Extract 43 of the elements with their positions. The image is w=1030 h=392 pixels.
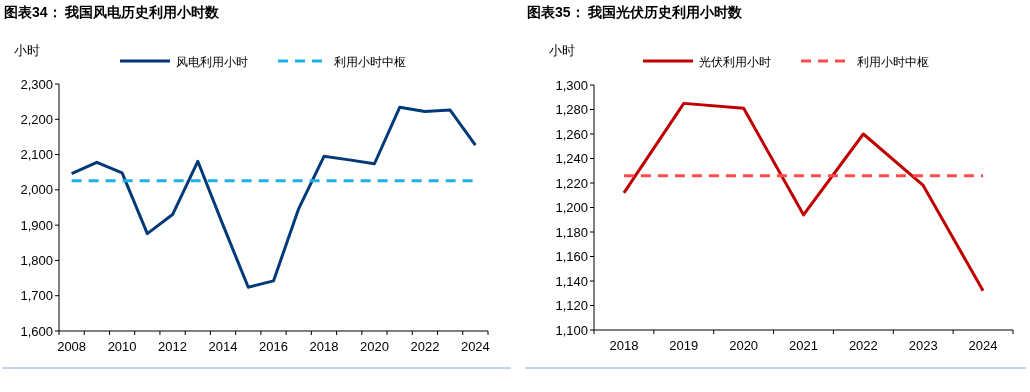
x-tick-label: 2020 xyxy=(359,339,389,354)
y-tick-label: 1,300 xyxy=(555,77,588,93)
x-tick-label: 2014 xyxy=(208,339,238,354)
x-tick-label: 2016 xyxy=(259,339,288,354)
chart-title: 图表35： 我国光伏历史利用小时数 xyxy=(527,4,744,20)
x-tick-label: 2018 xyxy=(609,338,639,353)
x-tick-label: 2023 xyxy=(908,338,938,353)
x-tick-label: 2019 xyxy=(669,338,699,353)
y-tick-label: 1,200 xyxy=(555,200,588,215)
legend-label: 利用小时中枢 xyxy=(857,54,929,69)
x-tick-label: 2018 xyxy=(309,339,339,354)
y-axis-title: 小时 xyxy=(14,43,40,58)
y-tick-label: 1,900 xyxy=(20,217,53,233)
x-tick-label: 2021 xyxy=(789,338,818,353)
x-tick-label: 2020 xyxy=(729,338,759,353)
y-tick-label: 1,240 xyxy=(555,151,588,166)
x-tick-label: 2012 xyxy=(158,339,188,354)
y-tick-label: 2,300 xyxy=(20,76,53,92)
y-tick-label: 1,700 xyxy=(20,288,53,304)
legend-label: 风电利用小时 xyxy=(176,54,248,69)
y-tick-label: 1,280 xyxy=(555,102,588,117)
y-tick-label: 1,600 xyxy=(20,323,53,339)
y-tick-label: 2,200 xyxy=(20,111,53,127)
y-tick-label: 1,220 xyxy=(555,175,588,191)
legend-label: 利用小时中枢 xyxy=(334,54,406,69)
y-tick-label: 1,120 xyxy=(555,298,588,313)
y-tick-label: 1,160 xyxy=(555,249,588,264)
y-axis-title: 小时 xyxy=(549,43,575,58)
legend-label: 光伏利用小时 xyxy=(699,54,771,69)
x-tick-label: 2024 xyxy=(460,339,490,354)
x-tick-label: 2008 xyxy=(57,339,87,354)
y-tick-label: 1,100 xyxy=(555,322,588,338)
x-tick-label: 2024 xyxy=(968,338,998,353)
y-tick-label: 1,800 xyxy=(20,252,53,268)
y-tick-label: 1,140 xyxy=(555,273,588,289)
chart-title: 图表34： 我国风电历史利用小时数 xyxy=(4,4,221,20)
y-tick-label: 2,100 xyxy=(20,147,53,163)
y-tick-label: 1,180 xyxy=(555,224,588,240)
x-tick-label: 2022 xyxy=(410,339,440,354)
y-tick-label: 2,000 xyxy=(20,182,53,198)
x-tick-label: 2010 xyxy=(107,339,137,354)
y-tick-label: 1,260 xyxy=(555,126,588,142)
x-tick-label: 2022 xyxy=(848,338,878,353)
